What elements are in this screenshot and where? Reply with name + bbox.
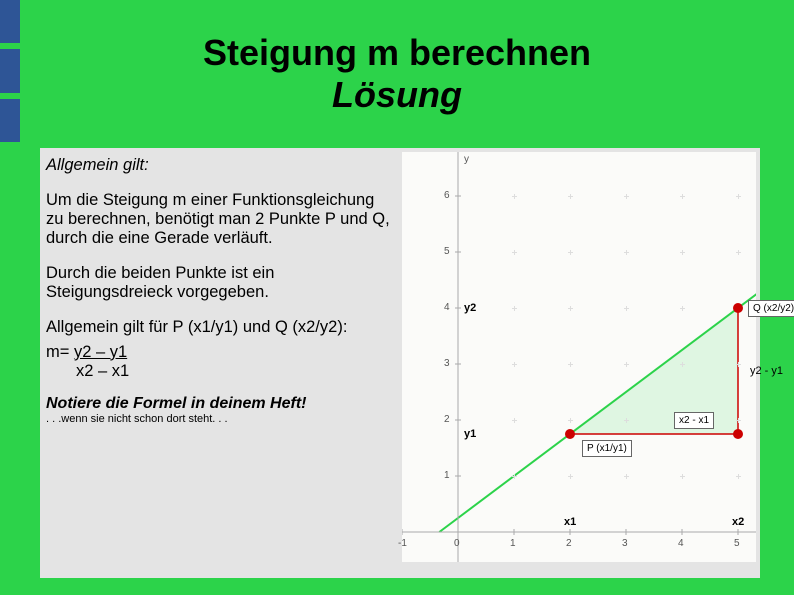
content-area: Allgemein gilt: Um die Steigung m einer … [40, 148, 760, 578]
dy-annotation: y2 - y1 [750, 365, 783, 377]
y-tick-label: 5 [444, 246, 450, 257]
y-tick-label: 1 [444, 470, 450, 481]
point-R [733, 429, 743, 439]
x-tick-label: 4 [678, 538, 684, 549]
paragraph-1: Um die Steigung m einer Funktionsgleichu… [46, 191, 396, 248]
x-tick-label: 5 [734, 538, 740, 549]
slide-header: Steigung m berechnen Lösung [0, 0, 794, 148]
slope-chart: -1012345123456yP (x1/y1)Q (x2/y2)y1y2x1x… [402, 152, 756, 562]
y-tick-label: 3 [444, 358, 450, 369]
subheading: Allgemein gilt: [46, 156, 396, 175]
title-line2: Lösung [332, 74, 462, 116]
label-P: P (x1/y1) [582, 440, 632, 457]
text-column: Allgemein gilt: Um die Steigung m einer … [46, 156, 396, 426]
x-tick-label: -1 [398, 538, 407, 549]
x-tick-label: 0 [454, 538, 460, 549]
y2-label: y2 [464, 302, 476, 314]
point-Q [733, 303, 743, 313]
formula-lhs: m= [46, 343, 74, 361]
y-tick-label: 4 [444, 302, 450, 313]
note-bold: Notiere die Formel in deinem Heft! [46, 395, 396, 413]
formula-denominator: x2 – x1 [76, 362, 129, 380]
paragraph-2: Durch die beiden Punkte ist ein Steigung… [46, 264, 396, 302]
point-P [565, 429, 575, 439]
y1-label: y1 [464, 428, 476, 440]
dx-annotation: x2 - x1 [674, 412, 714, 429]
y-axis-label: y [464, 154, 469, 165]
note-small: . . .wenn sie nicht schon dort steht. . … [46, 413, 396, 426]
y-tick-label: 2 [444, 414, 450, 425]
label-Q: Q (x2/y2) [748, 300, 794, 317]
paragraph-3: Allgemein gilt für P (x1/y1) und Q (x2/y… [46, 318, 396, 337]
x-tick-label: 2 [566, 538, 572, 549]
x2-label: x2 [732, 516, 744, 528]
y-tick-label: 6 [444, 190, 450, 201]
x-tick-label: 3 [622, 538, 628, 549]
title-line1: Steigung m berechnen [203, 32, 591, 74]
x1-label: x1 [564, 516, 576, 528]
formula: m= y2 – y1 x2 – x1 [46, 343, 396, 381]
x-tick-label: 1 [510, 538, 516, 549]
formula-numerator: y2 – y1 [74, 343, 127, 361]
